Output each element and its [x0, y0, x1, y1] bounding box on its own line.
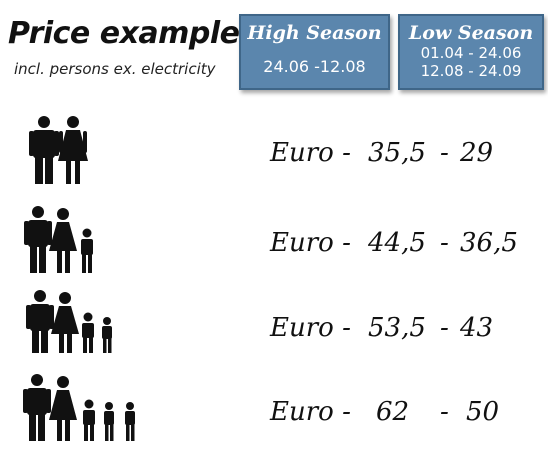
price-separator: - [440, 397, 449, 427]
high-season-box: High Season 24.06 -12.08 [239, 14, 390, 90]
currency-label: Euro - [270, 397, 351, 427]
low-season-price: 43 [460, 313, 494, 343]
high-season-title: High Season [247, 22, 382, 44]
low-season-box: Low Season 01.04 - 24.06 12.08 - 24.09 [398, 14, 544, 90]
two-adults-one-child-icon [24, 206, 93, 273]
price-row: Euro - 62 - 50 [0, 372, 548, 452]
low-season-date-2: 12.08 - 24.09 [420, 62, 522, 80]
high-season-date: 24.06 -12.08 [263, 57, 366, 76]
high-season-price: 44,5 [368, 228, 426, 258]
high-season-price: 62 [376, 397, 410, 427]
currency-label: Euro - [270, 138, 351, 168]
price-row: Euro - 53,5 - 43 [0, 288, 548, 368]
two-adults-three-children-icon [23, 374, 135, 441]
price-separator: - [440, 313, 449, 343]
page-subtitle: incl. persons ex. electricity [14, 60, 216, 78]
price-row: Euro - 35,5 - 29 [0, 113, 548, 193]
currency-label: Euro - [270, 313, 351, 343]
price-separator: - [440, 138, 449, 168]
high-season-price: 35,5 [368, 138, 426, 168]
high-season-price: 53,5 [368, 313, 426, 343]
currency-label: Euro - [270, 228, 351, 258]
two-adults-two-children-icon [26, 290, 112, 353]
low-season-price: 36,5 [460, 228, 518, 258]
price-row: Euro - 44,5 - 36,5 [0, 203, 548, 283]
price-separator: - [440, 228, 449, 258]
low-season-date-1: 01.04 - 24.06 [420, 44, 522, 62]
low-season-title: Low Season [408, 22, 534, 44]
page-title: Price examples [8, 16, 257, 51]
low-season-price: 50 [466, 397, 500, 427]
low-season-price: 29 [460, 138, 494, 168]
two-adults-icon [29, 116, 88, 184]
